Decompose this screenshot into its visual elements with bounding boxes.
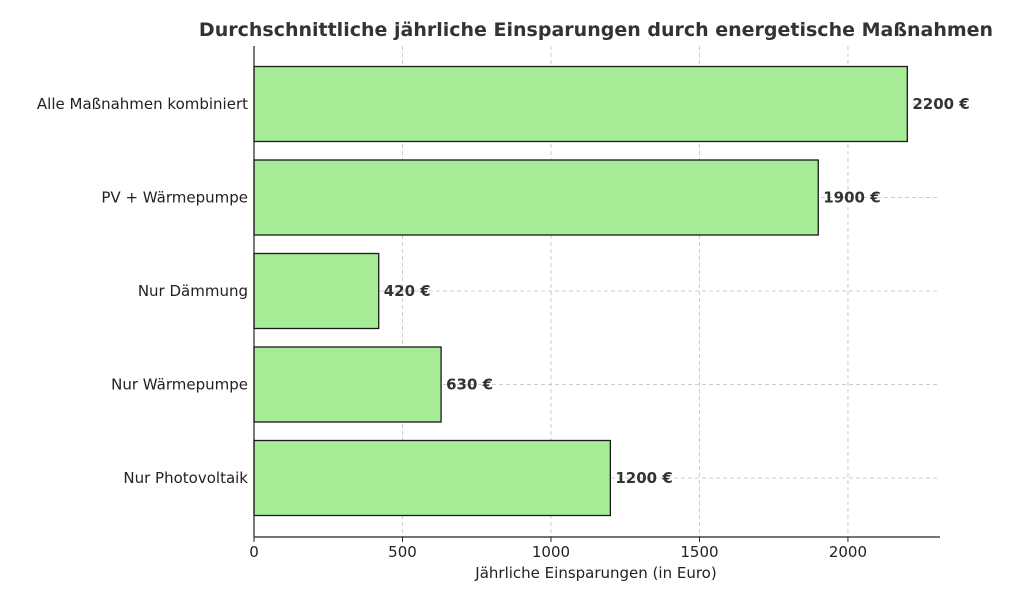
data-label: 630 € <box>446 376 493 394</box>
bar <box>253 346 442 423</box>
data-label: 420 € <box>384 282 431 300</box>
data-labels: 2200 € 1900 € 420 € 630 € 1200 € <box>384 95 970 487</box>
axes <box>253 46 940 538</box>
x-tick-label: 1000 <box>532 543 570 561</box>
x-tick-label: 500 <box>388 543 417 561</box>
data-label: 1200 € <box>615 469 672 487</box>
bar <box>253 65 908 143</box>
x-tick-label: 1500 <box>680 543 718 561</box>
category-label: PV + Wärmepumpe <box>101 189 248 207</box>
data-label: 1900 € <box>823 189 880 207</box>
x-tick-label: 2000 <box>829 543 867 561</box>
category-labels: Alle Maßnahmen kombiniert PV + Wärmepumpe… <box>37 95 248 487</box>
data-label: 2200 € <box>912 95 969 113</box>
category-label: Alle Maßnahmen kombiniert <box>37 95 248 113</box>
category-label: Nur Dämmung <box>138 282 248 300</box>
chart-title: Durchschnittliche jährliche Einsparungen… <box>199 19 993 41</box>
bar <box>253 159 819 236</box>
bars <box>253 65 908 517</box>
x-tick-label: 0 <box>249 543 259 561</box>
bar <box>253 252 380 330</box>
category-label: Nur Wärmepumpe <box>111 376 248 394</box>
category-label: Nur Photovoltaik <box>123 469 248 487</box>
x-axis-label: Jährliche Einsparungen (in Euro) <box>474 564 716 582</box>
x-tick-labels: 0 500 1000 1500 2000 <box>249 537 867 561</box>
bar <box>253 439 612 517</box>
